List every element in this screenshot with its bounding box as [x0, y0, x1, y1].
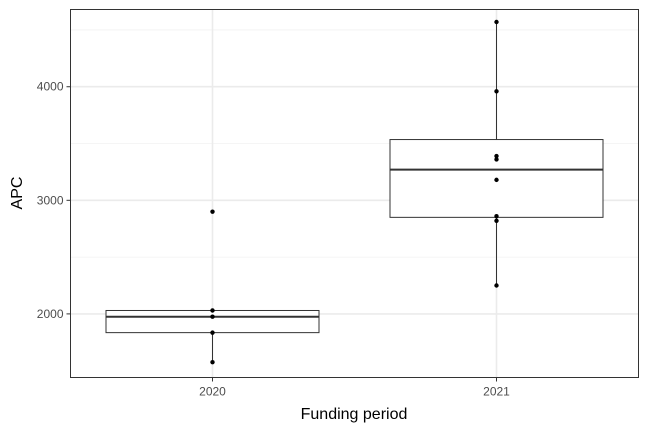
data-point: [210, 314, 215, 319]
x-axis-title: Funding period: [301, 406, 408, 423]
panel-border: [70, 9, 639, 378]
data-point: [210, 359, 215, 365]
y-axis: 2000 3000 4000: [37, 80, 71, 321]
x-axis: 2020 2021: [199, 377, 510, 399]
y-tick-label: 2000: [37, 307, 64, 321]
x-tick-label: 2020: [199, 385, 226, 399]
data-point: [494, 214, 499, 219]
box: [105, 309, 320, 334]
data-point: [494, 19, 499, 25]
boxes: [105, 21, 604, 363]
y-tick-label: 4000: [37, 80, 64, 94]
data-point: [210, 308, 215, 313]
data-point: [210, 209, 215, 214]
data-point: [494, 89, 499, 94]
data-point: [494, 153, 499, 159]
data-point: [494, 177, 499, 183]
data-point: [494, 218, 499, 223]
data-point: [494, 157, 499, 162]
y-axis-title: APC: [9, 177, 26, 210]
y-tick-label: 3000: [37, 193, 64, 207]
data-point: [494, 283, 499, 288]
data-point: [210, 330, 215, 335]
data-points: [210, 19, 499, 365]
x-tick-label: 2021: [483, 385, 510, 399]
